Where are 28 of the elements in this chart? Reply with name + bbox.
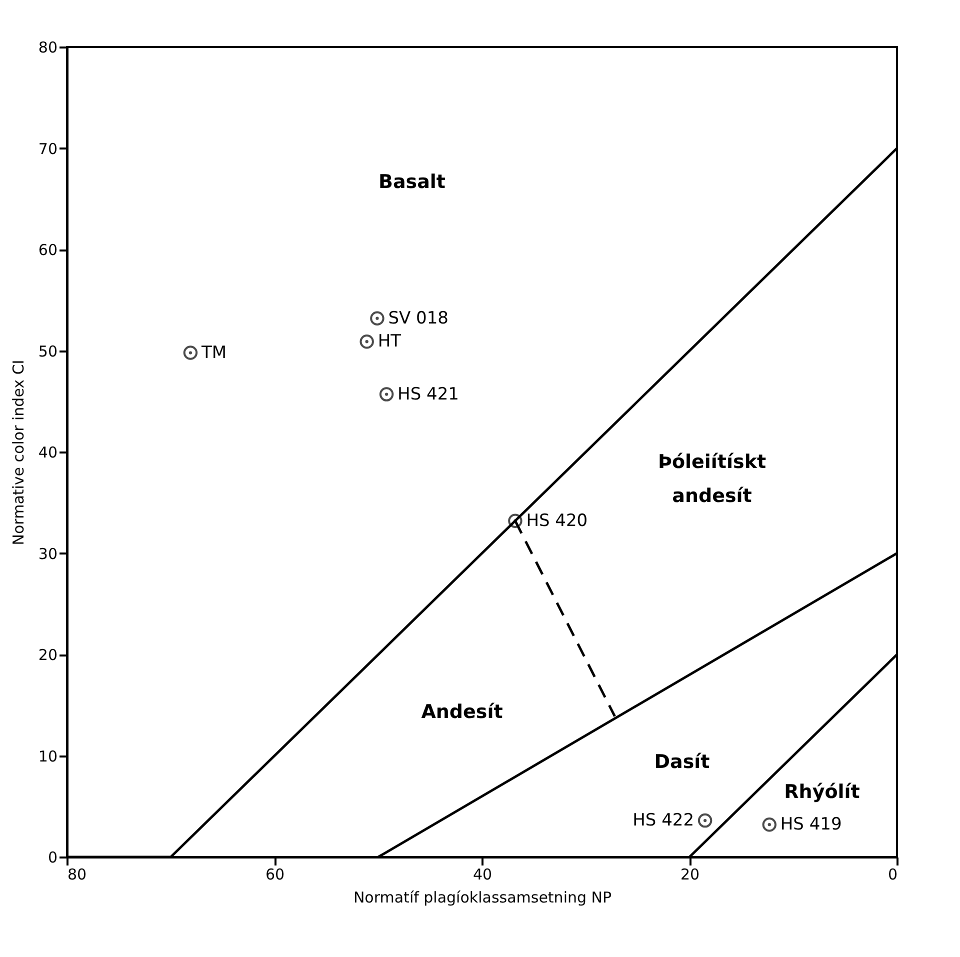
- annotation: Þóleiítískt andesít: [658, 451, 766, 507]
- y-tick-label: 70: [38, 140, 58, 158]
- x-tick-label: 80: [68, 866, 87, 884]
- x-tick-label: 20: [680, 866, 700, 884]
- annotation: HS 419: [780, 814, 842, 835]
- annotation: Andesít: [421, 701, 503, 723]
- annotation: Basalt: [378, 171, 446, 193]
- annotation: SV 018: [388, 308, 448, 328]
- y-tick-label: 10: [38, 747, 58, 766]
- annotation: Rhýólít: [784, 781, 860, 803]
- y-tick-label: 30: [38, 544, 58, 563]
- y-tick-label: 20: [38, 646, 58, 664]
- annotation: HT: [378, 332, 402, 352]
- y-tick-label: 60: [38, 241, 58, 259]
- annotation: TM: [200, 342, 227, 363]
- y-axis-title: Normative color index CI: [9, 360, 28, 546]
- annotation: Dasít: [654, 751, 710, 773]
- x-tick-label: 0: [888, 866, 898, 884]
- x-tick-label: 60: [265, 866, 285, 884]
- x-axis-title: Normatíf plagíoklassamsetning NP: [353, 888, 612, 906]
- y-tick-label: 80: [38, 38, 58, 56]
- x-tick-label: 40: [472, 866, 492, 884]
- annotation: HS 422: [632, 810, 694, 831]
- y-tick-label: 40: [38, 444, 58, 462]
- annotation: HS 421: [398, 384, 459, 404]
- y-tick-label: 50: [38, 342, 58, 360]
- y-tick-label: 0: [48, 848, 58, 866]
- annotation: HS 420: [526, 510, 588, 531]
